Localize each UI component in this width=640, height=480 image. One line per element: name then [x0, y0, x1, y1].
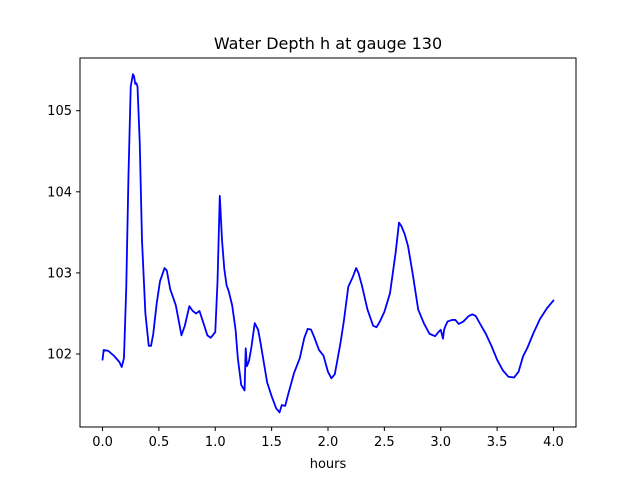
y-tick-label: 104: [47, 185, 72, 200]
x-tick-label: 0.5: [149, 435, 170, 450]
x-tick-label: 3.0: [430, 435, 451, 450]
x-axis-label: hours: [310, 457, 347, 472]
x-tick-label: 1.0: [205, 435, 226, 450]
y-tick-label: 105: [47, 104, 72, 119]
y-tick-label: 102: [47, 348, 72, 363]
axes-layer: 0.0 0.5 1.0 1.5 2.0 2.5 3.0 3.5 4.0 102 103 104 105: [47, 104, 564, 450]
y-tick-label: 103: [47, 266, 72, 281]
x-tick-label: 1.5: [261, 435, 282, 450]
series-layer: [101, 73, 555, 414]
x-tick-label: 0.0: [92, 435, 113, 450]
x-tick-label: 4.0: [543, 435, 564, 450]
plot-area-frame: [79, 57, 577, 428]
x-tick-label: 2.0: [318, 435, 339, 450]
x-tick-label: 3.5: [487, 435, 508, 450]
chart-title: Water Depth h at gauge 130: [214, 34, 442, 53]
series-line-0: [101, 73, 555, 414]
x-tick-label: 2.5: [374, 435, 395, 450]
